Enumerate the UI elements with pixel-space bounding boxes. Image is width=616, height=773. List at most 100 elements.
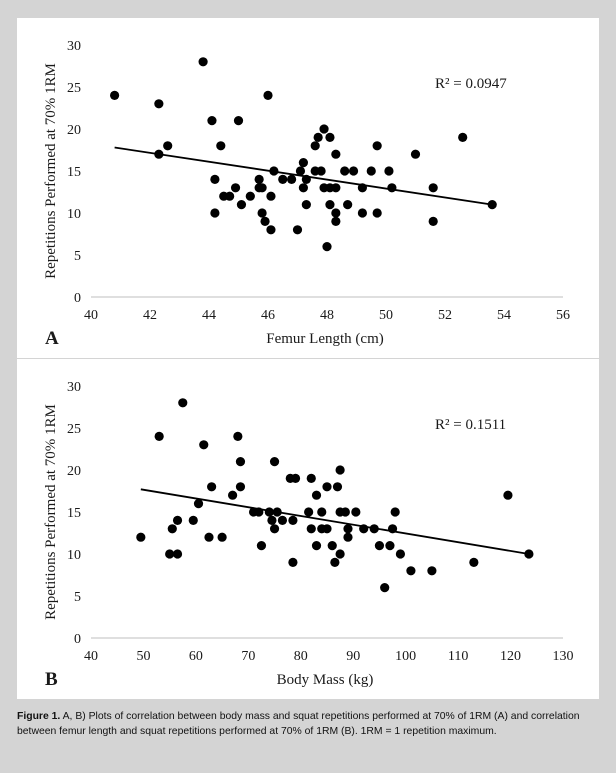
- x-tick-label: 110: [448, 649, 468, 664]
- data-point: [236, 200, 247, 210]
- data-point: [322, 482, 332, 492]
- data-point: [306, 473, 316, 483]
- data-point: [390, 507, 400, 517]
- data-point: [385, 541, 395, 551]
- x-tick-label: 120: [500, 649, 521, 664]
- data-point: [372, 208, 382, 218]
- data-point: [298, 158, 308, 168]
- data-point: [233, 431, 243, 441]
- x-tick-label: 46: [261, 308, 275, 323]
- data-point: [317, 507, 327, 517]
- data-point: [257, 208, 267, 218]
- data-point: [372, 141, 382, 151]
- y-tick-label: 0: [74, 632, 81, 647]
- data-point: [340, 166, 350, 176]
- data-point: [136, 532, 146, 542]
- data-point: [167, 524, 177, 534]
- x-tick-label: 42: [143, 308, 157, 323]
- data-point: [427, 566, 437, 576]
- data-point: [298, 183, 308, 193]
- data-point: [332, 482, 343, 492]
- data-point: [387, 524, 398, 534]
- data-point: [469, 557, 479, 567]
- x-tick-label: 90: [346, 649, 360, 664]
- data-point: [410, 149, 421, 159]
- data-point: [188, 515, 198, 525]
- data-point: [269, 524, 280, 534]
- data-point: [199, 440, 209, 450]
- data-point: [235, 482, 246, 492]
- trend-line: [140, 488, 530, 555]
- data-point: [172, 515, 183, 525]
- data-point: [366, 166, 376, 176]
- data-point: [266, 191, 276, 201]
- data-point: [290, 473, 301, 483]
- data-point: [172, 549, 183, 559]
- data-point: [301, 200, 311, 210]
- chart-panel-b: 40 50 60 70 80 90 100 110 120 130 0 5 10 15 20 25 30 R² =…: [17, 359, 599, 699]
- data-point: [277, 515, 288, 525]
- x-tick-label: 52: [438, 308, 452, 323]
- y-tick-label: 25: [67, 422, 81, 437]
- data-point: [335, 549, 345, 559]
- scatter-chart-femur: 40 42 44 46 48 50 52 54 56 0 5 10 15 20 25 30 R² = 0.094…: [43, 39, 570, 349]
- data-point: [235, 457, 246, 467]
- data-point: [359, 524, 369, 534]
- data-point: [267, 515, 277, 525]
- data-point: [288, 515, 298, 525]
- data-point: [272, 507, 282, 517]
- y-tick-label: 10: [67, 548, 81, 563]
- data-point: [327, 541, 337, 551]
- data-point: [287, 174, 297, 184]
- figure-caption: Figure 1. A, B) Plots of correlation bet…: [17, 710, 599, 739]
- r-squared-annotation: R² = 0.1511: [435, 417, 506, 433]
- data-point: [154, 149, 164, 159]
- data-point: [380, 583, 390, 593]
- data-point: [487, 200, 497, 210]
- data-point: [178, 398, 188, 408]
- y-tick-label: 25: [67, 81, 81, 96]
- data-point: [331, 208, 341, 218]
- data-point: [225, 191, 235, 201]
- data-point: [331, 216, 341, 226]
- data-point: [458, 132, 468, 142]
- data-point: [335, 465, 345, 475]
- data-point: [266, 225, 276, 235]
- data-point: [306, 524, 316, 534]
- data-point: [269, 457, 280, 467]
- data-point: [269, 166, 279, 176]
- data-point: [230, 183, 241, 193]
- data-point: [384, 166, 394, 176]
- data-point: [316, 166, 326, 176]
- data-point: [257, 183, 267, 193]
- data-point: [110, 90, 120, 100]
- data-point: [357, 208, 367, 218]
- data-point: [357, 183, 367, 193]
- y-tick-label: 15: [67, 506, 81, 521]
- data-point: [325, 132, 335, 142]
- figure-caption-text: A, B) Plots of correlation between body …: [17, 711, 580, 737]
- data-point: [330, 557, 340, 567]
- y-tick-label: 30: [67, 380, 81, 395]
- data-point: [304, 507, 314, 517]
- figure-caption-label: Figure 1.: [17, 711, 61, 722]
- data-point: [264, 507, 274, 517]
- x-axis-title: Femur Length (cm): [266, 331, 383, 347]
- panel-letter: A: [45, 328, 59, 349]
- data-point: [322, 242, 332, 252]
- data-point: [310, 141, 320, 151]
- data-point: [245, 191, 255, 201]
- data-point: [217, 532, 227, 542]
- data-point: [331, 183, 341, 193]
- data-point: [331, 149, 341, 159]
- x-tick-label: 60: [189, 649, 203, 664]
- data-point: [503, 490, 513, 500]
- data-point: [428, 216, 438, 226]
- data-point: [228, 490, 238, 500]
- data-point: [278, 174, 288, 184]
- data-point: [165, 549, 175, 559]
- data-point: [154, 431, 164, 441]
- data-point: [263, 90, 273, 100]
- x-tick-label: 80: [294, 649, 308, 664]
- data-point: [524, 549, 534, 559]
